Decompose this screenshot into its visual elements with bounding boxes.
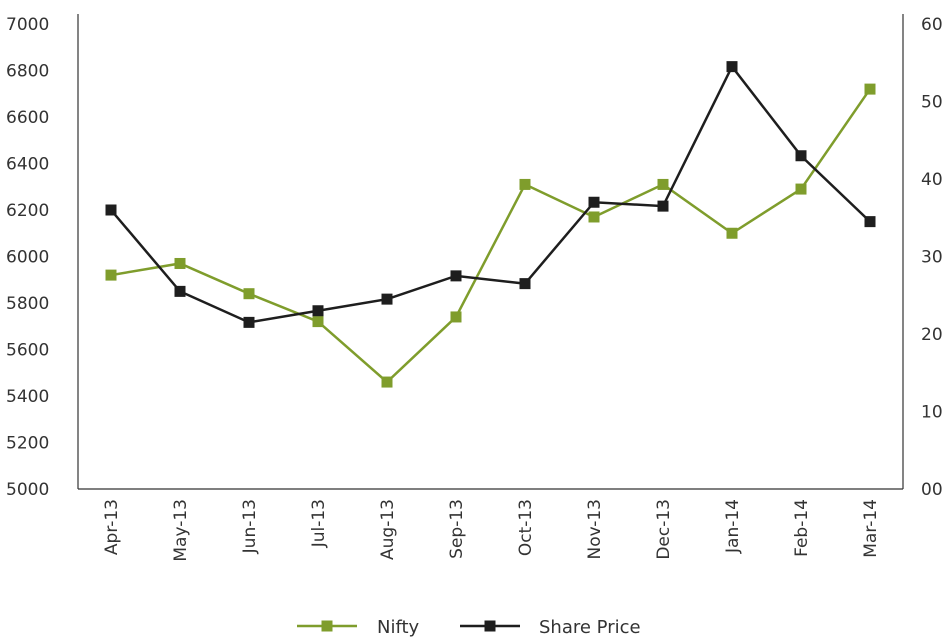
nifty-point <box>174 257 186 269</box>
left-tick-label: 5400 <box>6 387 49 407</box>
legend-share-price-marker <box>484 620 496 632</box>
right-axis-ticks: 00 10 20 30 40 50 60 <box>921 15 943 500</box>
share-price-point <box>243 316 255 328</box>
left-tick-label: 5200 <box>6 434 49 454</box>
nifty-point <box>726 227 738 239</box>
left-tick-label: 6200 <box>6 201 49 221</box>
legend-nifty-label: Nifty <box>377 617 420 638</box>
share-price-point <box>657 200 669 212</box>
nifty-point <box>450 311 462 323</box>
series-layer <box>105 61 876 388</box>
nifty-line <box>110 88 872 384</box>
share-price-point <box>795 150 807 162</box>
left-tick-label: 5600 <box>6 341 49 361</box>
share-price-point <box>864 216 876 228</box>
left-tick-label: 6400 <box>6 155 49 175</box>
share-price-point <box>588 196 600 208</box>
right-tick-label: 10 <box>921 403 943 423</box>
legend-share-price-label: Share Price <box>539 617 641 638</box>
left-axis-ticks: 5000 5200 5400 5600 5800 6000 6200 6400 6600 6800… <box>6 15 49 500</box>
share-price-point <box>105 204 117 216</box>
right-tick-label: 60 <box>921 15 943 35</box>
x-tick-label: Jul-13 <box>309 499 329 548</box>
nifty-point <box>243 288 255 300</box>
x-tick-label: Jun-13 <box>240 499 260 554</box>
nifty-point <box>864 83 876 95</box>
left-tick-label: 5000 <box>6 480 49 500</box>
right-tick-label: 20 <box>921 325 943 345</box>
left-tick-label: 6000 <box>6 248 49 268</box>
right-tick-label: 40 <box>921 170 943 190</box>
share-price-point <box>726 61 738 73</box>
x-tick-label: Sep-13 <box>447 499 467 559</box>
share-price-point <box>450 270 462 282</box>
share-price-point <box>312 305 324 317</box>
share-price-line <box>110 64 871 324</box>
nifty-point <box>657 178 669 190</box>
x-tick-label: Oct-13 <box>516 499 536 556</box>
axes <box>77 14 904 490</box>
right-tick-label: 30 <box>921 248 943 268</box>
share-price-point <box>174 285 186 297</box>
x-tick-label: Nov-13 <box>585 499 605 560</box>
x-tick-label: Mar-14 <box>861 499 881 558</box>
x-tick-label: Jan-14 <box>723 499 743 554</box>
x-tick-label: Apr-13 <box>102 499 122 555</box>
nifty-point <box>312 316 324 328</box>
legend: Nifty Share Price <box>297 617 641 638</box>
left-tick-label: 5800 <box>6 294 49 314</box>
x-tick-label: Feb-14 <box>792 499 812 557</box>
x-tick-label: Aug-13 <box>378 499 398 560</box>
nifty-point <box>381 376 393 388</box>
x-axis-ticks: Apr-13 May-13 Jun-13 Jul-13 Aug-13 Sep-13 Oct-… <box>102 499 881 562</box>
left-tick-label: 7000 <box>6 15 49 35</box>
legend-nifty-marker <box>321 620 333 632</box>
nifty-point <box>519 178 531 190</box>
right-tick-label: 50 <box>921 93 943 113</box>
share-price-point <box>381 293 393 305</box>
nifty-point <box>588 211 600 223</box>
x-tick-label: May-13 <box>171 499 191 562</box>
nifty-point <box>795 183 807 195</box>
share-price-point <box>519 278 531 290</box>
x-tick-label: Dec-13 <box>654 499 674 560</box>
right-tick-label: 00 <box>921 480 943 500</box>
left-tick-label: 6600 <box>6 108 49 128</box>
left-tick-label: 6800 <box>6 62 49 82</box>
nifty-point <box>105 269 117 281</box>
